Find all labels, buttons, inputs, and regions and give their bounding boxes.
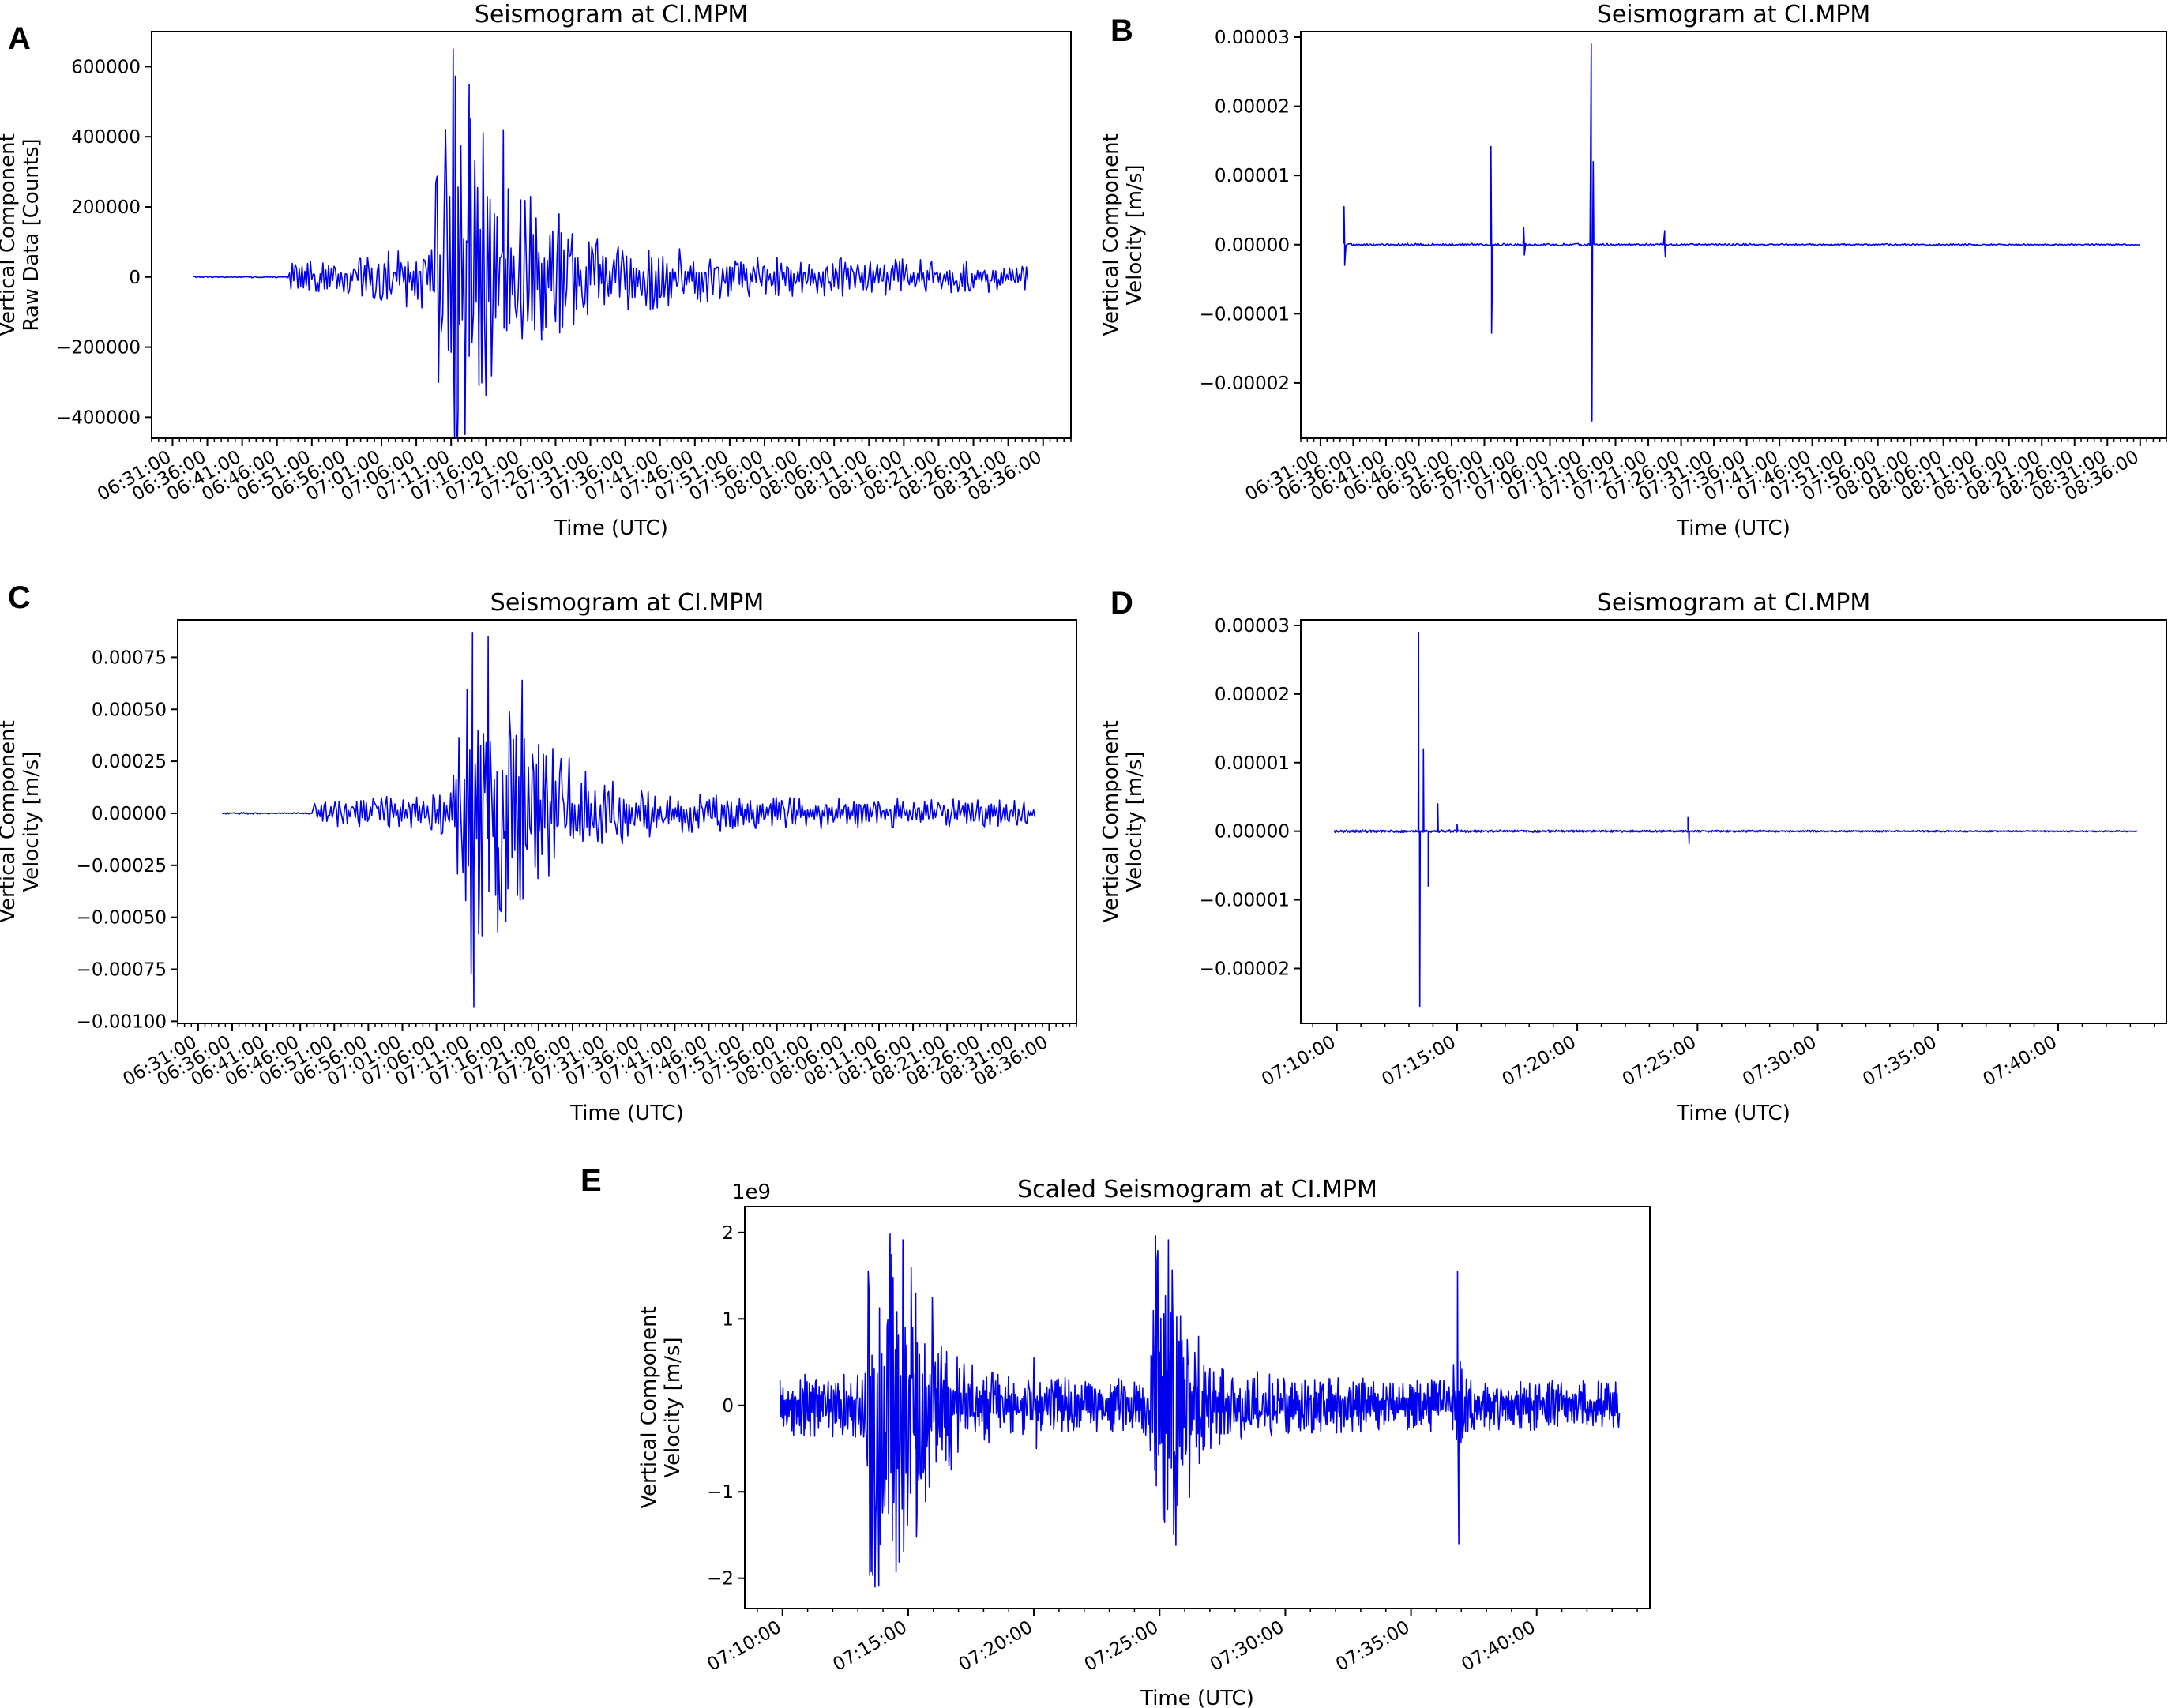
panel-d: D Seismogram at CI.MPM −0.00002 −0.00001 0.0… (1099, 586, 2167, 1125)
y-axis-label-line1: Vertical Component (637, 1306, 661, 1509)
x-tick-label: 07:25:00 (1081, 1617, 1162, 1676)
y-tick-label: 400000 (71, 127, 141, 148)
y-tick-label: 0.00002 (1215, 685, 1290, 705)
y-axis-label-line2: Velocity [m/s] (1123, 164, 1147, 305)
series-line (1343, 43, 2140, 422)
panel-letter: E (580, 1163, 602, 1198)
y-tick-label: −0.00002 (1200, 374, 1290, 394)
y-axis-label-line2: Raw Data [Counts] (20, 138, 43, 331)
panel-letter: C (8, 580, 31, 615)
series-line (1333, 631, 2138, 1008)
y-tick-label: 0.00003 (1215, 616, 1290, 636)
y-axis-label-line1: Vertical Component (1099, 720, 1123, 923)
y-axis-label-line1: Vertical Component (1099, 133, 1123, 336)
x-tick-label: 07:35:00 (1859, 1032, 1940, 1090)
y-tick-label: −0.00050 (77, 908, 167, 929)
y-tick-label: −1 (707, 1482, 734, 1503)
y-tick-label: −0.00002 (1200, 959, 1290, 979)
y-axis-label-line2: Velocity [m/s] (1123, 751, 1147, 892)
y-tick-label: 0.00075 (92, 648, 167, 668)
y-tick-label: −0.00075 (77, 960, 167, 981)
y-axis-label-line1: Vertical Component (0, 133, 20, 336)
y-tick-label: −2 (707, 1569, 734, 1590)
plot-frame (1300, 31, 2167, 439)
x-tick-label: 07:20:00 (1499, 1032, 1580, 1090)
panel-e: E Scaled Seismogram at CI.MPM −2 −1 0 1 2 07:10… (580, 1163, 1651, 1708)
y-tick-label: −0.00025 (77, 856, 167, 877)
chart-title: Scaled Seismogram at CI.MPM (1017, 1176, 1377, 1203)
x-tick-label: 07:25:00 (1619, 1032, 1700, 1090)
y-tick-label: 0 (722, 1396, 734, 1417)
y-tick-label: 0.00001 (1215, 753, 1290, 774)
y-tick-label: 0.00000 (1215, 822, 1290, 843)
x-tick-label: 07:15:00 (1378, 1032, 1459, 1090)
y-tick-label: 1 (722, 1309, 734, 1330)
x-axis-label: Time (UTC) (569, 1102, 684, 1125)
y-tick-label: −0.00001 (1200, 304, 1290, 325)
x-tick-label: 07:35:00 (1332, 1617, 1413, 1676)
plot-frame (1300, 619, 2167, 1024)
y-tick-label: 0.00003 (1215, 28, 1290, 48)
series-line (221, 632, 1036, 1008)
y-offset-label: 1e9 (732, 1181, 771, 1204)
y-tick-label: 0 (129, 268, 141, 288)
panel-letter: B (1110, 13, 1133, 48)
y-tick-label: 0.00000 (1215, 235, 1290, 256)
plot-frame (151, 31, 1072, 439)
panel-b: B Seismogram at CI.MPM −0.00002 −0.00001 0.0… (1099, 1, 2167, 540)
plot-frame (744, 1206, 1651, 1609)
y-axis-label-line1: Vertical Component (0, 720, 20, 923)
y-tick-label: 0.00050 (92, 700, 167, 720)
y-tick-label: −0.00100 (77, 1012, 167, 1032)
panel-c: C Seismogram at CI.MPM −0.00100 −0.00075 −0.… (0, 580, 1077, 1125)
x-axis-label: Time (UTC) (1676, 1102, 1790, 1125)
y-tick-label: 200000 (71, 197, 141, 218)
y-tick-label: 0.00002 (1215, 97, 1290, 118)
panel-a: A Seismogram at CI.MPM −400000 −200000 0 2000… (0, 1, 1072, 540)
x-tick-label: 07:30:00 (1207, 1617, 1287, 1676)
x-tick-label: 07:30:00 (1739, 1032, 1820, 1090)
y-tick-label: −400000 (56, 407, 141, 428)
x-tick-label: 07:40:00 (1458, 1617, 1538, 1676)
x-tick-label: 07:40:00 (1980, 1032, 2061, 1090)
x-tick-label: 07:15:00 (829, 1617, 910, 1676)
panel-letter: A (8, 21, 31, 56)
x-tick-label: 07:20:00 (956, 1617, 1036, 1676)
chart-title: Seismogram at CI.MPM (490, 589, 764, 617)
y-tick-label: 600000 (71, 57, 141, 77)
series-line (193, 48, 1029, 438)
y-tick-label: 2 (722, 1223, 734, 1244)
panel-letter: D (1110, 586, 1133, 621)
x-axis-label: Time (UTC) (1676, 516, 1790, 540)
y-axis-label-line2: Velocity [m/s] (661, 1337, 685, 1477)
y-tick-label: 0.00025 (92, 752, 167, 772)
series-line (779, 1233, 1621, 1588)
chart-title: Seismogram at CI.MPM (1597, 1, 1870, 28)
chart-title: Seismogram at CI.MPM (1597, 589, 1870, 617)
y-tick-label: 0.00001 (1215, 166, 1290, 186)
x-axis-label: Time (UTC) (1140, 1687, 1254, 1708)
x-axis-label: Time (UTC) (554, 516, 668, 540)
x-tick-label: 07:10:00 (1258, 1032, 1339, 1090)
x-tick-label: 07:10:00 (704, 1617, 784, 1676)
y-tick-label: −200000 (56, 338, 141, 358)
y-axis-label-line2: Velocity [m/s] (20, 751, 43, 892)
y-tick-label: −0.00001 (1200, 891, 1290, 911)
y-tick-label: 0.00000 (92, 804, 167, 824)
chart-title: Seismogram at CI.MPM (475, 1, 748, 28)
